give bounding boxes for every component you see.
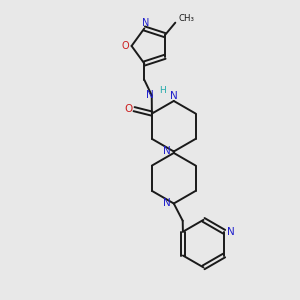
Text: O: O — [124, 104, 133, 114]
Text: N: N — [227, 227, 235, 237]
Text: N: N — [164, 146, 171, 157]
Text: O: O — [121, 41, 129, 51]
Text: N: N — [170, 91, 178, 100]
Text: N: N — [146, 90, 154, 100]
Text: N: N — [142, 18, 149, 28]
Text: N: N — [164, 199, 171, 208]
Text: H: H — [159, 86, 166, 95]
Text: CH₃: CH₃ — [179, 14, 195, 23]
